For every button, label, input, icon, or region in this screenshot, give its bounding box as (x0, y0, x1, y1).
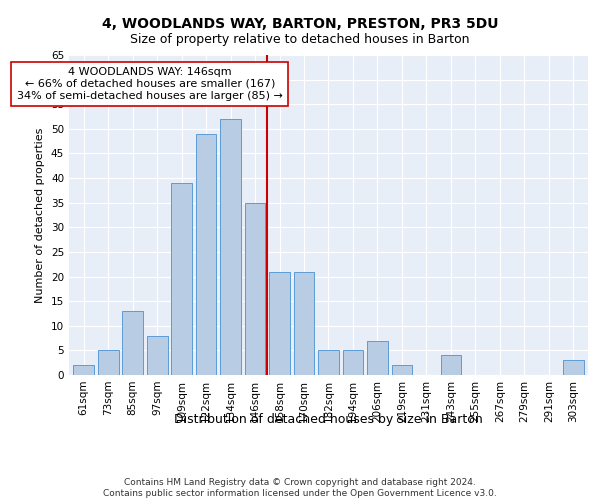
Bar (293, 272, 314, 375)
Bar (367, 340, 388, 375)
Bar (318, 350, 339, 375)
Text: Distribution of detached houses by size in Barton: Distribution of detached houses by size … (175, 412, 483, 426)
Bar (171, 183, 192, 375)
Bar (73, 365, 94, 375)
Text: 4, WOODLANDS WAY, BARTON, PRESTON, PR3 5DU: 4, WOODLANDS WAY, BARTON, PRESTON, PR3 5… (102, 18, 498, 32)
Text: 4 WOODLANDS WAY: 146sqm
← 66% of detached houses are smaller (167)
34% of semi-d: 4 WOODLANDS WAY: 146sqm ← 66% of detache… (17, 68, 283, 100)
Y-axis label: Number of detached properties: Number of detached properties (35, 128, 46, 302)
Bar (563, 360, 584, 375)
Bar (147, 336, 167, 375)
Bar (269, 272, 290, 375)
Bar (392, 365, 412, 375)
Bar (245, 202, 265, 375)
Bar (196, 134, 217, 375)
Bar (343, 350, 364, 375)
Bar (98, 350, 119, 375)
Bar (122, 311, 143, 375)
Bar (440, 356, 461, 375)
Text: Contains HM Land Registry data © Crown copyright and database right 2024.
Contai: Contains HM Land Registry data © Crown c… (103, 478, 497, 498)
Bar (220, 119, 241, 375)
Text: Size of property relative to detached houses in Barton: Size of property relative to detached ho… (130, 32, 470, 46)
